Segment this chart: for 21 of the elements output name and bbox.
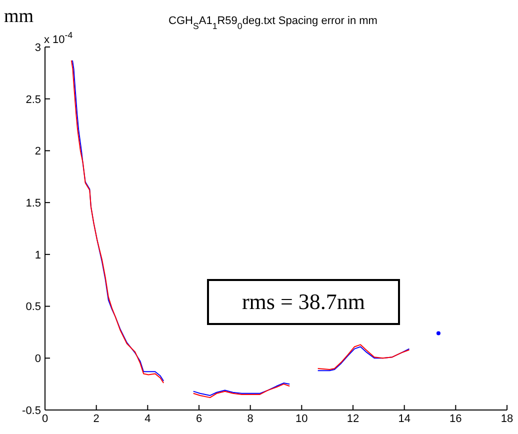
annotation: rms = 38.7nm <box>207 279 400 325</box>
x-tick-label: 10 <box>296 412 308 425</box>
x-tick-label: 6 <box>196 412 202 425</box>
y-tick-label: 3 <box>34 42 41 54</box>
x-tick-label: 2 <box>93 412 100 425</box>
y-tick-label: 1 <box>34 249 41 262</box>
x-tick-label: 14 <box>398 412 410 425</box>
x-tick-label: 8 <box>247 412 254 425</box>
y-tick-label: 2.5 <box>26 94 41 106</box>
x-tick-label: 12 <box>346 412 360 425</box>
y-tick-label: 1.5 <box>26 197 41 210</box>
chart-title: CGH$_{S}$A1$_{1}$R59$_{0}$deg.txt Spacing error in mm <box>168 15 378 31</box>
y-tick-label: 2 <box>34 146 41 158</box>
y-tick-label: -0.5 <box>22 404 41 417</box>
y-tick-label: 0.5 <box>26 301 41 314</box>
x-tick-label: 4 <box>144 412 151 425</box>
y-axis-title: mm <box>4 6 34 27</box>
x-tick-label: 18 <box>500 412 514 425</box>
text: x 10$^{-4}$ <box>44 30 73 46</box>
x-tick-label: 16 <box>450 412 462 425</box>
y-tick-label: 0 <box>34 353 41 366</box>
